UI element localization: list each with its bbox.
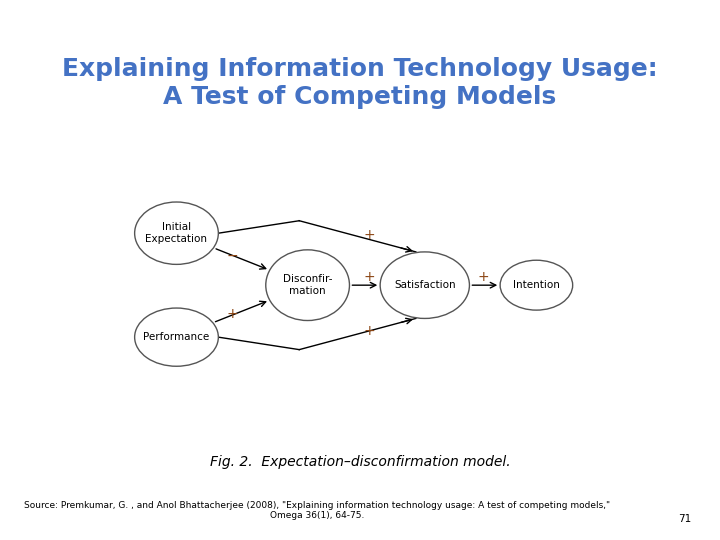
Text: +: +: [363, 270, 375, 284]
Text: Satisfaction: Satisfaction: [394, 280, 456, 290]
Text: Source: Premkumar, G. , and Anol Bhattacherjee (2008), "Explaining information t: Source: Premkumar, G. , and Anol Bhattac…: [24, 501, 610, 520]
Text: Explaining Information Technology Usage:
A Test of Competing Models: Explaining Information Technology Usage:…: [62, 57, 658, 110]
Text: +: +: [363, 324, 375, 338]
Text: +: +: [477, 270, 489, 284]
Ellipse shape: [266, 250, 349, 321]
Ellipse shape: [135, 202, 218, 265]
Text: +: +: [363, 228, 375, 242]
Text: Initial
Expectation: Initial Expectation: [145, 222, 207, 244]
Text: Performance: Performance: [143, 332, 210, 342]
Ellipse shape: [500, 260, 572, 310]
Text: Fig. 2.  Expectation–disconfirmation model.: Fig. 2. Expectation–disconfirmation mode…: [210, 455, 510, 469]
Ellipse shape: [135, 308, 218, 366]
Text: −: −: [227, 249, 238, 263]
Text: 71: 71: [678, 515, 691, 524]
Text: Disconfir-
mation: Disconfir- mation: [283, 274, 333, 296]
Text: Intention: Intention: [513, 280, 560, 290]
Ellipse shape: [380, 252, 469, 319]
Text: +: +: [227, 307, 238, 321]
